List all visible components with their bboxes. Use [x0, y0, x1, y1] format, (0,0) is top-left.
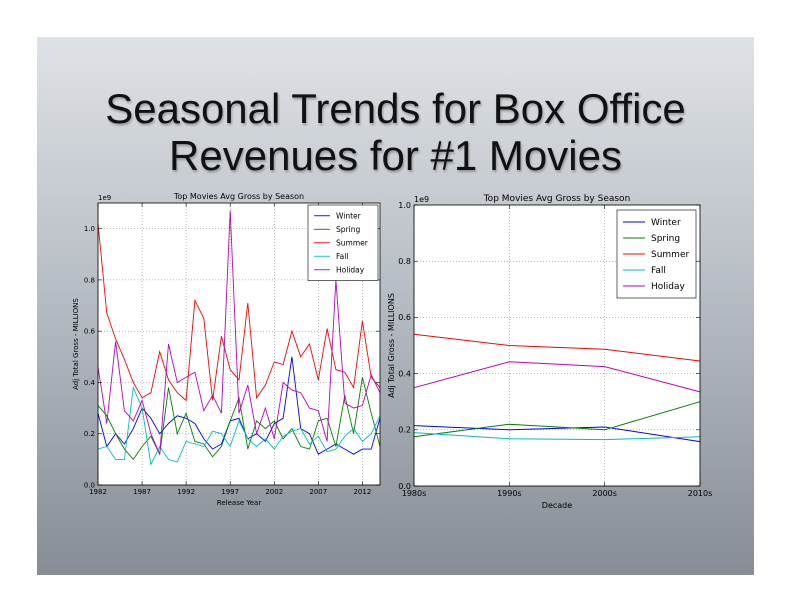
chart-title: Top Movies Avg Gross by Season [483, 194, 631, 204]
y-tick-label: 0.6 [84, 328, 96, 336]
chart-decade-gross: 0.0 0.2 0.4 0.6 0.8 1.0 1980s 1990s 2000s 2010s 1e… [387, 194, 713, 510]
slide-title: Seasonal Trends for Box Office Revenues … [37, 85, 754, 179]
x-tick-label: 2012 [353, 488, 371, 496]
y-axis-label: Adj Total Gross - MILLIONS [387, 293, 396, 398]
x-axis-label: Decade [542, 501, 572, 510]
x-tick-label: 2000s [592, 489, 617, 498]
series-line-fall [413, 432, 701, 441]
y-axis-label: Adj Total Gross - MILLIONS [72, 298, 80, 390]
plot-frame [97, 202, 381, 486]
x-tick-label: 1990s [497, 489, 522, 498]
x-tick-label: 2010s [688, 489, 713, 498]
y-tick-label: 0.8 [84, 276, 95, 284]
y-tick-label: 0.4 [84, 379, 96, 387]
x-tick-label: 2007 [309, 488, 327, 496]
axis-offset-label: 1e9 [414, 195, 429, 204]
y-tick-label: 0.0 [398, 482, 411, 491]
legend-label-holiday: Holiday [651, 282, 686, 292]
legend-label-spring: Spring [336, 225, 360, 234]
y-tick-label: 0.6 [398, 313, 411, 322]
legend-label-summer: Summer [651, 250, 689, 260]
legend-label-winter: Winter [336, 211, 362, 220]
legend-label-fall: Fall [651, 266, 666, 276]
series-line-spring [97, 377, 381, 461]
legend-label-fall: Fall [336, 252, 348, 261]
legend-label-spring: Spring [651, 234, 680, 244]
series-line-summer [97, 223, 381, 402]
x-tick-label: 1980s [402, 489, 427, 498]
series-line-winter [413, 425, 701, 443]
y-tick-label: 1.0 [84, 225, 95, 233]
x-tick-label: 1992 [177, 488, 195, 496]
series-line-summer [413, 333, 701, 362]
x-axis-label: Release Year [217, 499, 262, 507]
plot-frame [413, 204, 701, 487]
y-tick-label: 1.0 [398, 201, 411, 210]
series-line-spring [413, 401, 701, 438]
y-tick-label: 0.0 [84, 481, 95, 489]
x-tick-label: 2002 [265, 488, 283, 496]
series-line-holiday [413, 361, 701, 393]
series-line-fall [97, 385, 381, 466]
x-tick-label: 1982 [89, 488, 107, 496]
slide-title-line-1: Seasonal Trends for Box Office [105, 85, 686, 132]
y-tick-label: 0.4 [398, 369, 411, 378]
series-line-holiday [97, 210, 381, 455]
legend-label-winter: Winter [651, 218, 681, 228]
axis-offset-label: 1e9 [98, 194, 111, 202]
chart-title: Top Movies Avg Gross by Season [173, 192, 304, 201]
x-tick-label: 1997 [221, 488, 239, 496]
y-tick-label: 0.8 [398, 257, 411, 266]
y-tick-label: 0.2 [398, 426, 411, 435]
x-tick-label: 1987 [133, 488, 151, 496]
legend-label-summer: Summer [336, 238, 369, 247]
legend-label-holiday: Holiday [336, 265, 365, 274]
chart-yearly-gross: 0.0 0.2 0.4 0.6 0.8 1.0 1982 1987 1992 1997 2002 20… [72, 192, 381, 507]
slide-title-line-2: Revenues for #1 Movies [169, 132, 622, 179]
y-tick-label: 0.2 [84, 430, 95, 438]
